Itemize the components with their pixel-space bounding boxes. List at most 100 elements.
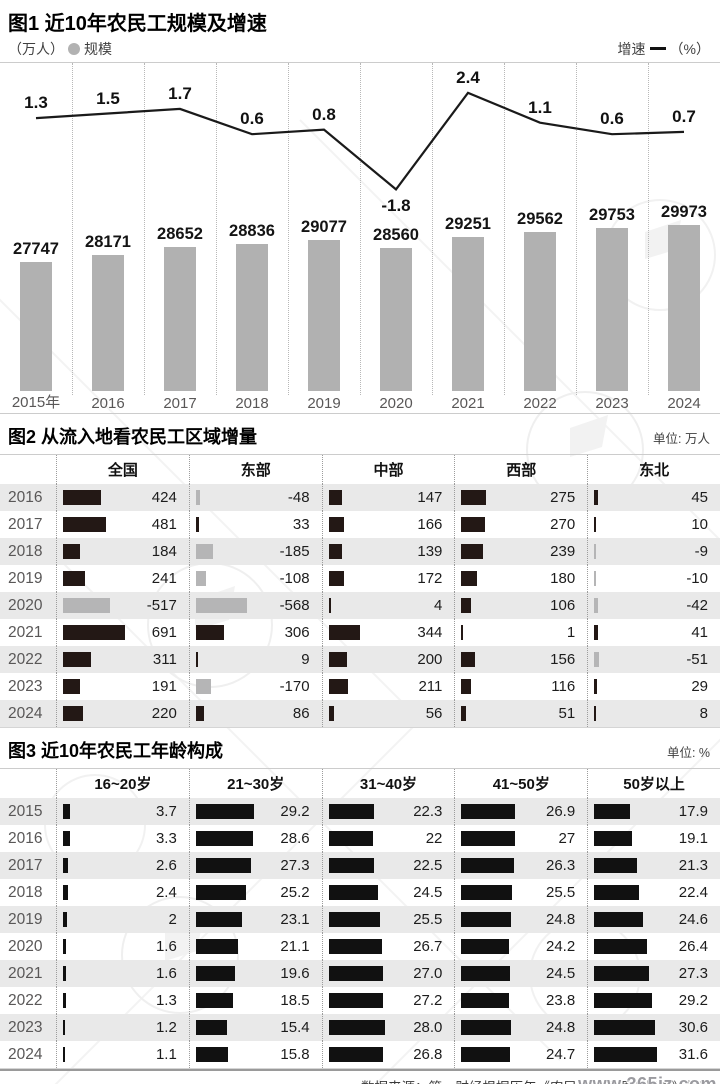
value-bar: [195, 939, 238, 954]
row-year-label: 2015: [8, 802, 43, 820]
value-bar: [594, 912, 644, 927]
value-bar: [594, 1047, 658, 1062]
value-label: 2.4: [155, 884, 177, 901]
row-year-label: 2023: [8, 677, 43, 695]
value-label: 41: [691, 624, 708, 641]
value-label: 15.8: [280, 1046, 310, 1063]
year-axis-label: 2020: [379, 395, 413, 412]
value-label: 2.6: [155, 857, 177, 874]
value-cell: 25.5: [454, 879, 587, 906]
value-cell: 27.2: [321, 987, 455, 1014]
year-axis-label: 2018: [235, 395, 269, 412]
value-label: 275: [550, 489, 576, 506]
growth-rate-value: 1.5: [96, 89, 120, 108]
value-cell: 239: [454, 538, 587, 565]
value-cell: 28.6: [188, 825, 322, 852]
value-label: 27.0: [413, 965, 443, 982]
scale-bar: [20, 262, 52, 391]
figure3-table: 16~20岁 21~30岁 31~40岁 41~50岁 50岁以上 2015 3.7 29.2…: [0, 768, 720, 1069]
value-bar: [594, 598, 599, 613]
value-label: 172: [417, 570, 443, 587]
value-bar: [328, 831, 373, 846]
value-bar: [63, 1020, 65, 1035]
value-bar: [63, 517, 106, 532]
value-label: 23.1: [280, 911, 310, 928]
value-label: 147: [417, 489, 443, 506]
value-label: 24.7: [545, 1046, 576, 1063]
value-cell: 24.8: [454, 906, 587, 933]
table-row: 2024 220 86 56 51 8: [0, 700, 720, 727]
value-cell: 24.8: [454, 1014, 587, 1041]
value-bar: [195, 1020, 227, 1035]
value-cell: 19.1: [587, 825, 720, 852]
value-bar: [195, 885, 246, 900]
value-cell: 1.1: [56, 1041, 189, 1068]
value-bar: [461, 912, 512, 927]
value-bar: [195, 966, 235, 981]
value-cell: 172: [321, 565, 455, 592]
value-label: 33: [292, 516, 310, 533]
value-cell: 106: [454, 592, 587, 619]
value-label: 220: [151, 705, 177, 722]
growth-rate-value: -1.8: [381, 196, 411, 215]
value-bar: [461, 544, 484, 559]
column-header: 16~20岁: [56, 769, 189, 798]
figure3-section: 图3 近10年农民工年龄构成 单位: % 16~20岁 21~30岁 31~40岁 4…: [0, 728, 720, 1069]
header-year-cell: [0, 455, 56, 484]
row-year-label: 2024: [8, 704, 43, 722]
figure1-legend-row: （万人） 规模 增速 （%）: [0, 36, 720, 62]
figure2-table: 全国 东部 中部 西部 东北 2016 424 -48 147 275 45 2017 481 33 166…: [0, 454, 720, 728]
value-cell: -48: [188, 484, 322, 511]
value-label: 19.6: [280, 965, 310, 982]
value-label: 1.6: [155, 938, 177, 955]
value-cell: 156: [454, 646, 587, 673]
value-cell: 31.6: [587, 1041, 720, 1068]
value-cell: 26.4: [587, 933, 720, 960]
site-watermark: www.365jz.com: [578, 1074, 717, 1084]
value-cell: 2: [56, 906, 189, 933]
value-bar: [63, 679, 80, 694]
value-label: 4: [434, 597, 443, 614]
figure2-title-row: 图2 从流入地看农民工区域增量 单位: 万人: [0, 414, 720, 454]
value-cell: 27.3: [587, 960, 720, 987]
value-cell: 29.2: [188, 798, 322, 825]
value-bar: [594, 885, 640, 900]
value-label: 2: [168, 911, 177, 928]
value-label: 29.2: [280, 803, 310, 820]
value-label: 311: [152, 651, 177, 668]
value-cell: 24.7: [454, 1041, 587, 1068]
table-row: 2018 184 -185 139 239 -9: [0, 538, 720, 565]
value-cell: 1.6: [56, 960, 189, 987]
value-label: 56: [425, 705, 443, 722]
value-cell: 56: [321, 700, 455, 727]
column-header: 41~50岁: [454, 769, 587, 798]
value-bar: [63, 966, 66, 981]
value-bar: [63, 993, 66, 1008]
value-cell: 211: [321, 673, 455, 700]
value-label: 86: [292, 705, 310, 722]
value-label: -48: [287, 489, 310, 506]
row-year-label: 2019: [8, 569, 43, 587]
value-bar: [63, 912, 67, 927]
value-label: 1.2: [155, 1019, 177, 1036]
value-bar: [328, 544, 342, 559]
value-bar: [63, 544, 80, 559]
value-bar: [328, 804, 374, 819]
value-bar: [328, 939, 382, 954]
scale-bar-value: 29753: [589, 206, 635, 224]
value-bar: [461, 831, 516, 846]
value-label: 241: [151, 570, 177, 587]
value-cell: 29: [587, 673, 720, 700]
figure1-legend-left: （万人） 规模: [8, 39, 112, 59]
value-bar: [594, 517, 597, 532]
value-cell: 24.6: [587, 906, 720, 933]
value-cell: 241: [56, 565, 189, 592]
column-header: 西部: [454, 455, 587, 484]
scale-bar-value: 28171: [85, 233, 131, 251]
year-axis-label: 2015年: [11, 394, 61, 411]
axis-unit-left: （万人）: [8, 41, 64, 57]
row-year-label: 2020: [8, 937, 43, 955]
value-cell: -108: [188, 565, 322, 592]
value-label: 18.5: [280, 992, 310, 1009]
